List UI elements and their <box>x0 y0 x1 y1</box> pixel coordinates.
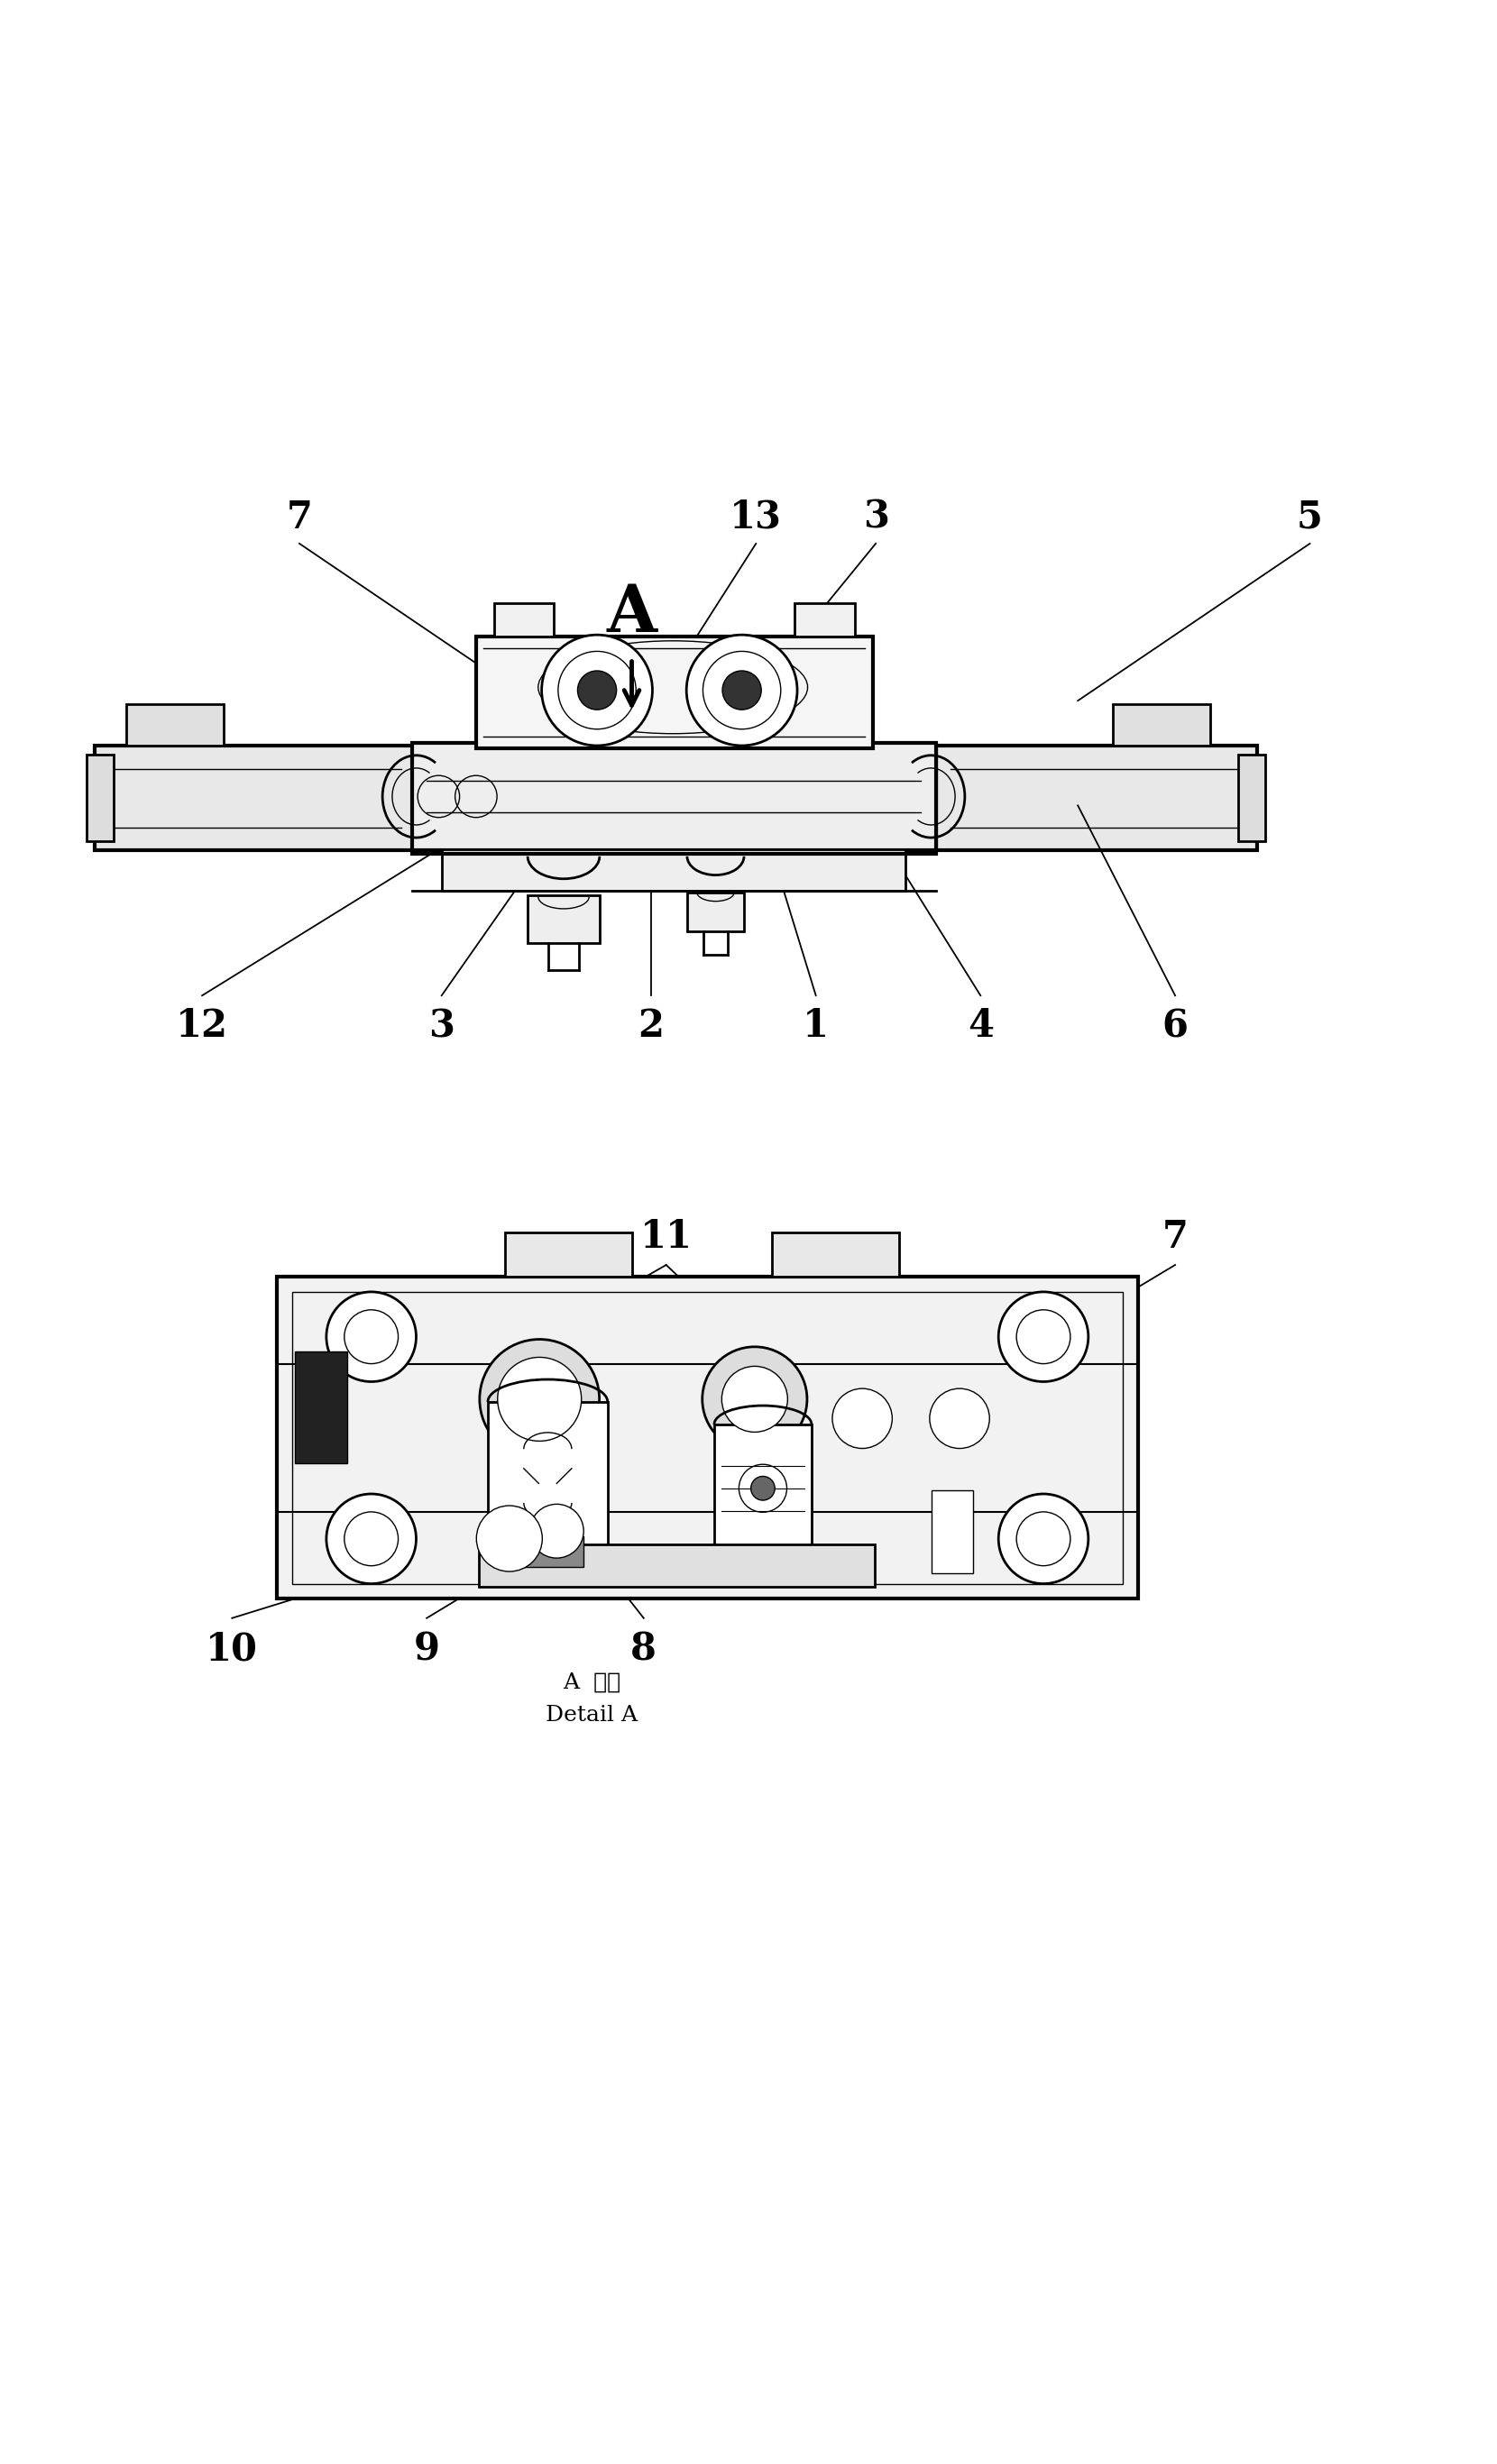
Bar <box>528 894 599 944</box>
Bar <box>295 1350 347 1464</box>
Bar <box>127 705 225 747</box>
Circle shape <box>497 1358 581 1441</box>
Text: 7: 7 <box>1162 1217 1189 1257</box>
Text: 2: 2 <box>638 1008 665 1045</box>
Bar <box>1238 754 1265 840</box>
Bar <box>476 636 873 749</box>
Text: 13: 13 <box>731 498 781 537</box>
Circle shape <box>326 1493 416 1584</box>
Text: 11: 11 <box>641 1217 692 1257</box>
Text: 12: 12 <box>177 1008 228 1045</box>
Circle shape <box>751 1476 775 1501</box>
Circle shape <box>702 1348 807 1451</box>
Circle shape <box>578 670 617 710</box>
Bar <box>931 1491 973 1572</box>
Circle shape <box>723 670 762 710</box>
Circle shape <box>722 1365 787 1432</box>
Text: A  詳細: A 詳細 <box>563 1673 620 1693</box>
Text: Detail A: Detail A <box>545 1705 638 1725</box>
Bar <box>504 1232 632 1276</box>
Bar <box>795 604 855 636</box>
Text: 8: 8 <box>630 1631 657 1668</box>
Text: 5: 5 <box>1296 498 1323 537</box>
Bar <box>494 604 554 636</box>
Circle shape <box>530 1503 584 1557</box>
Bar <box>94 747 416 850</box>
Text: 6: 6 <box>1162 1008 1189 1045</box>
Text: 4: 4 <box>967 1008 994 1045</box>
Bar <box>488 1402 608 1567</box>
Circle shape <box>930 1390 990 1449</box>
Text: 10: 10 <box>207 1631 257 1668</box>
Bar <box>936 747 1257 850</box>
Bar <box>714 1424 811 1567</box>
Bar <box>512 1538 584 1567</box>
Text: 3: 3 <box>862 498 889 537</box>
Bar <box>412 742 936 850</box>
Text: 1: 1 <box>802 1008 829 1045</box>
Bar <box>687 892 744 931</box>
Circle shape <box>326 1291 416 1382</box>
Text: 3: 3 <box>428 1008 455 1045</box>
Bar <box>442 850 906 892</box>
Circle shape <box>998 1291 1088 1382</box>
Text: A: A <box>606 582 657 646</box>
Bar <box>277 1276 1138 1599</box>
Text: 9: 9 <box>413 1631 440 1668</box>
Bar <box>772 1232 900 1276</box>
Circle shape <box>479 1340 599 1459</box>
Circle shape <box>998 1493 1088 1584</box>
Circle shape <box>832 1390 892 1449</box>
Bar <box>292 1291 1123 1584</box>
Circle shape <box>687 636 798 747</box>
Bar <box>1112 705 1210 747</box>
Bar <box>479 1545 876 1587</box>
Circle shape <box>476 1506 542 1572</box>
Text: 7: 7 <box>286 498 313 537</box>
Circle shape <box>542 636 653 747</box>
Bar <box>87 754 114 840</box>
